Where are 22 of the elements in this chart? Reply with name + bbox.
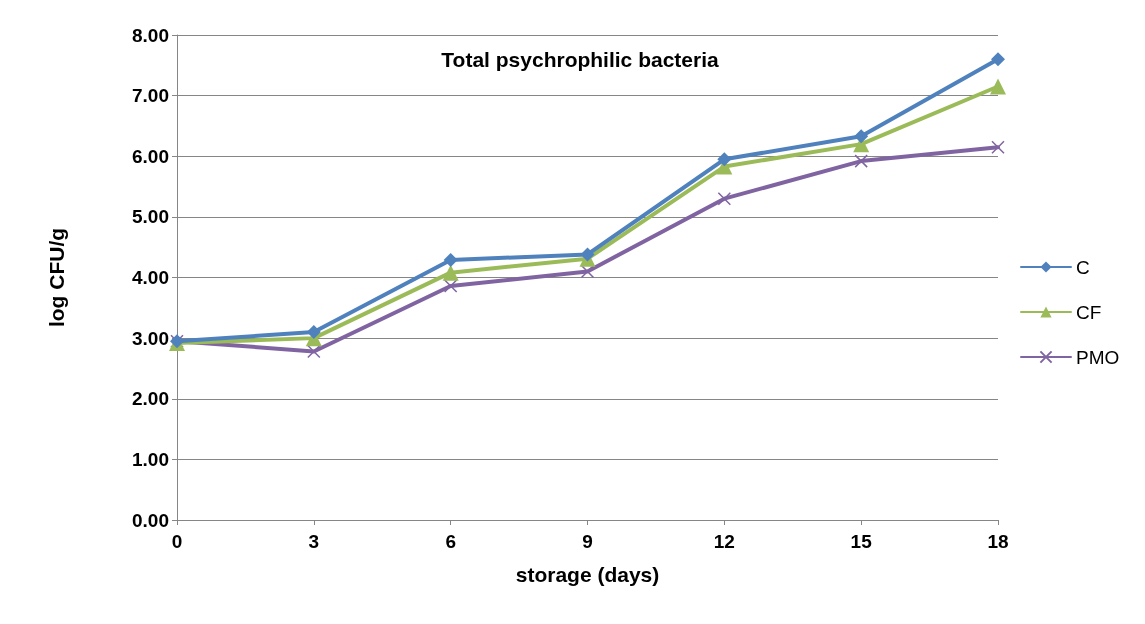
y-tick-label: 2.00	[132, 388, 169, 410]
legend-label: CF	[1076, 301, 1102, 323]
y-tick-label: 5.00	[132, 206, 169, 228]
y-tick-label: 1.00	[132, 448, 169, 470]
y-tick-label: 3.00	[132, 327, 169, 349]
text: Total psychrophilic bacteria	[441, 48, 719, 71]
x-axis-title: storage (days)	[515, 563, 660, 586]
y-tick-label: 4.00	[132, 267, 169, 288]
y-axis-title: log CFU/g	[45, 227, 68, 328]
y-tick-label: 7.00	[132, 85, 169, 107]
x-tick-label: 3	[308, 531, 320, 552]
x-tick-label: 12	[713, 531, 735, 552]
y-tick-label: 8.00	[132, 24, 169, 46]
y-tick-label: 0.00	[132, 509, 169, 531]
legend-label: C	[1076, 256, 1090, 278]
x-tick-label: 15	[850, 531, 873, 552]
x-tick-label: 18	[987, 531, 1009, 552]
x-tick-label: 0	[171, 531, 183, 552]
x-tick-label: 9	[582, 531, 593, 552]
x-tick-label: 6	[445, 531, 456, 552]
legend-label: PMO	[1076, 346, 1120, 368]
y-tick-label: 6.00	[132, 145, 169, 167]
